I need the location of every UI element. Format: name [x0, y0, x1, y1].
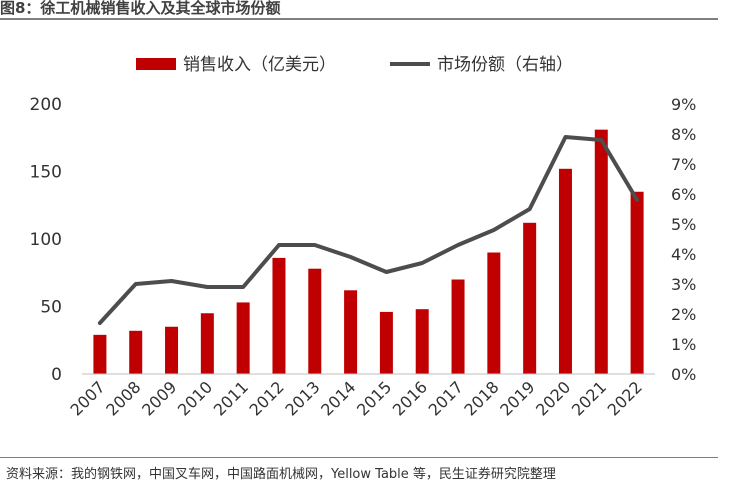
- line-series-share: [97, 135, 640, 325]
- bar-series-revenue: [93, 129, 644, 374]
- bar: [451, 279, 465, 374]
- x-tick-label: 2010: [174, 377, 216, 419]
- title-rule: [0, 18, 718, 20]
- x-tick-label: 2011: [210, 377, 252, 419]
- x-tick-label: 2007: [67, 377, 109, 419]
- combo-chart: 销售收入（亿美元） 市场份额（右轴） 0 50 100 150 200 0% 1% 2% 3%…: [30, 55, 697, 420]
- x-tick-label: 2008: [102, 377, 144, 419]
- x-axis: 2007200820092010201120122013201420152016…: [67, 377, 646, 419]
- bar: [594, 129, 608, 374]
- x-tick-label: 2015: [353, 377, 395, 419]
- x-tick-label: 2021: [568, 377, 610, 419]
- x-tick-label: 2009: [138, 377, 180, 419]
- bar: [487, 252, 501, 374]
- x-tick-label: 2018: [460, 377, 502, 419]
- right-tick-label: 4%: [671, 245, 696, 264]
- left-tick-label: 150: [30, 163, 62, 183]
- bar: [415, 309, 429, 374]
- bar: [630, 191, 644, 374]
- right-axis: 0% 1% 2% 3% 4% 5% 6% 7% 8% 9%: [671, 95, 696, 384]
- legend: 销售收入（亿美元） 市场份额（右轴）: [136, 55, 573, 75]
- legend-label-share: 市场份额（右轴）: [437, 55, 573, 75]
- x-tick-label: 2013: [281, 377, 323, 419]
- right-tick-label: 8%: [671, 125, 696, 144]
- right-tick-label: 1%: [671, 335, 696, 354]
- legend-swatch-revenue: [136, 58, 176, 70]
- bar: [344, 290, 358, 374]
- x-tick-label: 2022: [604, 377, 646, 419]
- left-tick-label: 100: [30, 230, 62, 250]
- right-tick-label: 3%: [671, 275, 696, 294]
- x-tick-label: 2016: [389, 377, 431, 419]
- left-axis: 0 50 100 150 200: [30, 95, 62, 385]
- left-tick-label: 0: [51, 365, 62, 385]
- x-tick-label: 2017: [425, 377, 467, 419]
- legend-label-revenue: 销售收入（亿美元）: [183, 55, 336, 75]
- right-tick-label: 5%: [671, 215, 696, 234]
- bar: [93, 334, 107, 374]
- x-tick-label: 2014: [317, 377, 359, 419]
- figure-title: 图8：徐工机械销售收入及其全球市场份额: [0, 0, 281, 17]
- bar: [558, 168, 572, 374]
- right-tick-label: 2%: [671, 305, 696, 324]
- bar: [236, 302, 250, 374]
- right-tick-label: 6%: [671, 185, 696, 204]
- left-tick-label: 50: [40, 298, 62, 318]
- source-note: 资料来源：我的钢铁网，中国叉车网，中国路面机械网，Yellow Table 等，…: [6, 467, 556, 482]
- x-tick-label: 2020: [532, 377, 574, 419]
- source-rule: [0, 457, 718, 458]
- right-tick-label: 7%: [671, 155, 696, 174]
- bar: [129, 330, 143, 374]
- right-tick-label: 9%: [671, 95, 696, 114]
- x-tick-label: 2012: [246, 377, 288, 419]
- bar: [523, 222, 537, 374]
- bar: [308, 268, 322, 374]
- bar: [200, 313, 214, 374]
- bar: [272, 257, 286, 374]
- share-line: [97, 135, 640, 325]
- left-tick-label: 200: [30, 95, 62, 115]
- x-tick-label: 2019: [496, 377, 538, 419]
- right-tick-label: 0%: [671, 365, 696, 384]
- bar: [379, 311, 393, 374]
- bar: [165, 326, 179, 374]
